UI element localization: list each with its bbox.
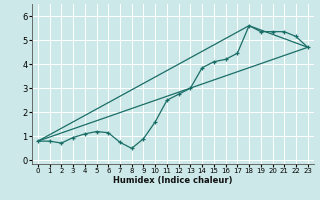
X-axis label: Humidex (Indice chaleur): Humidex (Indice chaleur) — [113, 176, 233, 185]
